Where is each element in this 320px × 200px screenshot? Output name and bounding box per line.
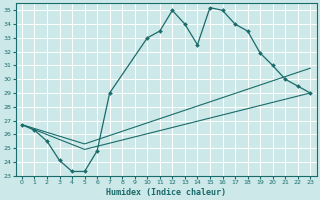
- X-axis label: Humidex (Indice chaleur): Humidex (Indice chaleur): [106, 188, 226, 197]
